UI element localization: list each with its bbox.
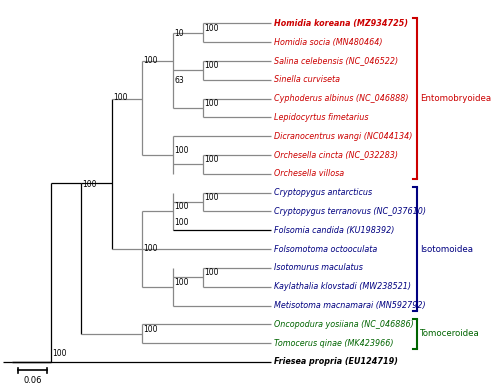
Text: 100: 100 [204,268,219,277]
Text: 100: 100 [204,99,219,108]
Text: Kaylathalia klovstadi (MW238521): Kaylathalia klovstadi (MW238521) [274,282,411,291]
Text: 0.06: 0.06 [24,376,42,385]
Text: Cryptopygus terranovus (NC_037610): Cryptopygus terranovus (NC_037610) [274,207,426,216]
Text: Homidia koreana (MZ934725): Homidia koreana (MZ934725) [274,19,408,28]
Text: 100: 100 [204,156,219,164]
Text: Sinella curviseta: Sinella curviseta [274,75,340,84]
Text: Metisotoma macnamarai (MN592792): Metisotoma macnamarai (MN592792) [274,301,426,310]
Text: 100: 100 [174,217,188,227]
Text: Cyphoderus albinus (NC_046888): Cyphoderus albinus (NC_046888) [274,94,409,103]
Text: 63: 63 [174,76,184,85]
Text: Oncopodura yosiiana (NC_046886): Oncopodura yosiiana (NC_046886) [274,320,414,329]
Text: 100: 100 [174,202,188,212]
Text: Cryptopygus antarcticus: Cryptopygus antarcticus [274,188,372,197]
Text: Homidia socia (MN480464): Homidia socia (MN480464) [274,37,383,47]
Text: 100: 100 [82,180,97,189]
Text: Tomoceroidea: Tomoceroidea [420,329,480,338]
Text: Orchesella villosa: Orchesella villosa [274,169,344,178]
Text: Lepidocyrtus fimetarius: Lepidocyrtus fimetarius [274,113,369,122]
Text: 100: 100 [204,61,219,70]
Text: 100: 100 [52,349,66,358]
Text: 100: 100 [144,56,158,65]
Text: Orchesella cincta (NC_032283): Orchesella cincta (NC_032283) [274,151,398,159]
Text: 100: 100 [204,24,219,33]
Text: 100: 100 [113,93,128,102]
Text: 100: 100 [144,325,158,334]
Text: 100: 100 [204,193,219,202]
Text: Dicranocentrus wangi (NC044134): Dicranocentrus wangi (NC044134) [274,132,412,141]
Text: Folsomotoma octooculata: Folsomotoma octooculata [274,245,378,254]
Text: Friesea propria (EU124719): Friesea propria (EU124719) [274,357,398,366]
Text: Isotomoidea: Isotomoidea [420,245,474,254]
Text: 100: 100 [144,244,158,253]
Text: 10: 10 [174,29,184,38]
Text: Folsomia candida (KU198392): Folsomia candida (KU198392) [274,226,394,235]
Text: 100: 100 [174,278,188,287]
Text: Isotomurus maculatus: Isotomurus maculatus [274,263,363,273]
Text: Salina celebensis (NC_046522): Salina celebensis (NC_046522) [274,56,398,65]
Text: Tomocerus qinae (MK423966): Tomocerus qinae (MK423966) [274,339,394,348]
Text: Entomobryoidea: Entomobryoidea [420,94,492,103]
Text: 100: 100 [174,146,188,155]
